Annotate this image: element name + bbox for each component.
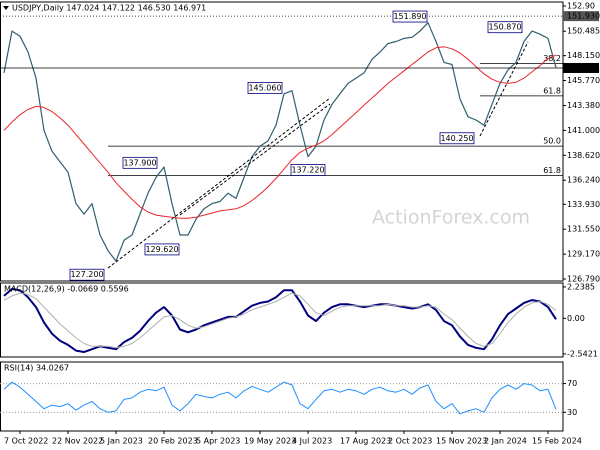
- x-tick-label: 15 Feb 2024: [532, 437, 582, 446]
- fib-label: 61.8: [543, 166, 561, 175]
- y-tick-label: 145.770: [567, 76, 600, 85]
- annotation-label: 151.890: [393, 12, 426, 21]
- panel-frame: [0, 1, 564, 282]
- price-title: USDJPY,Daily 147.024 147.122 146.530 146…: [12, 4, 206, 13]
- panel-frame: [0, 361, 564, 432]
- annotation-label: 129.620: [145, 245, 178, 254]
- annotation-box: [144, 243, 180, 256]
- y-tick-label: 143.380: [567, 101, 600, 110]
- y-tick-label: 131.550: [567, 225, 600, 234]
- x-tick-label: 20 Feb 2023: [148, 437, 198, 446]
- watermark: ActionForex.com: [372, 207, 530, 229]
- x-tick-label: 19 May 2023: [244, 437, 296, 446]
- y-tick-label: -2.5421: [567, 349, 598, 358]
- annotation-box: [439, 132, 475, 145]
- annotation-label: 145.060: [248, 83, 281, 92]
- x-tick-label: 22 Nov 2022: [52, 437, 103, 446]
- series-line: [3, 381, 557, 415]
- trend-line: [179, 103, 331, 216]
- trend-line: [479, 41, 529, 137]
- y-tick-label: 148.150: [567, 51, 600, 60]
- y-tick-label: 136.240: [567, 176, 600, 185]
- rsi-title: RSI(14) 34.0267: [4, 364, 69, 373]
- annotation-label: 137.220: [291, 165, 324, 174]
- y-tick-label: 133.930: [567, 200, 600, 209]
- series-line: [3, 292, 557, 349]
- annotation-box: [122, 156, 158, 169]
- y-tick-label: 0.00: [567, 314, 585, 323]
- x-tick-label: 5 Apr 2023: [196, 437, 240, 446]
- x-tick-label: 2 Oct 2023: [388, 437, 432, 446]
- macd-title: MACD(12,26,9) -0.0669 0.5596: [4, 285, 129, 294]
- price-marker: [563, 11, 599, 22]
- y-tick-label: 129.170: [567, 250, 600, 259]
- x-tick-label: 4 Jul 2023: [292, 437, 332, 446]
- annotation-box: [290, 164, 326, 176]
- menu-icon: [3, 6, 9, 10]
- panel-frame: [0, 282, 564, 358]
- series-line: [3, 22, 557, 262]
- y-tick-label: 2.2385: [567, 282, 595, 291]
- y-tick-label: 138.620: [567, 151, 600, 160]
- price-marker-label: 151.930: [567, 12, 600, 21]
- annotation-box: [69, 268, 105, 281]
- y-tick-label: 30: [567, 408, 577, 417]
- annotation-label: 150.870: [488, 23, 521, 32]
- x-tick-label: 17 Aug 2023: [340, 437, 391, 446]
- x-tick-label: 15 Nov 2023: [436, 437, 487, 446]
- annotation-label: 127.200: [70, 270, 103, 279]
- series-line: [3, 46, 557, 219]
- annotation-box: [392, 10, 428, 23]
- fib-label: 50.0: [543, 137, 561, 146]
- trend-line: [107, 97, 331, 269]
- series-line: [3, 287, 557, 353]
- y-tick-label: 141.000: [567, 126, 600, 135]
- price-marker-label: 146.971: [567, 63, 600, 72]
- y-tick-label: 152.90: [567, 1, 595, 10]
- x-tick-label: 7 Oct 2022: [4, 437, 48, 446]
- annotation-box: [247, 82, 283, 94]
- annotation-label: 137.900: [123, 158, 156, 167]
- fib-label: 61.8: [543, 86, 561, 95]
- annotation-label: 140.250: [440, 134, 473, 143]
- price-marker: [563, 62, 599, 73]
- y-tick-label: 70: [567, 379, 577, 388]
- x-tick-label: 2 Jan 2024: [484, 437, 527, 446]
- y-tick-label: 126.790: [567, 275, 600, 284]
- fib-label: 38.2: [543, 54, 561, 63]
- x-tick-label: 5 Jan 2023: [100, 437, 143, 446]
- y-tick-label: 150.485: [567, 27, 600, 36]
- annotation-box: [487, 21, 523, 34]
